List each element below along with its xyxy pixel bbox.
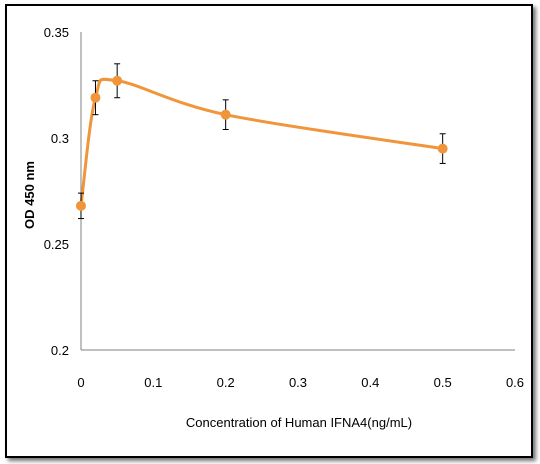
y-tick-label: 0.2 [51, 343, 69, 358]
x-tick-labels: 0 0.1 0.2 0.3 0.4 0.5 0.6 [77, 375, 524, 390]
axes [80, 32, 515, 351]
y-tick-label: 0.25 [44, 237, 69, 252]
x-tick-label: 0.3 [289, 375, 307, 390]
x-tick-label: 0.1 [144, 375, 162, 390]
data-point [90, 92, 101, 103]
data-point [76, 200, 86, 211]
data-point [220, 109, 231, 120]
x-tick-label: 0 [77, 375, 84, 390]
y-axis-title: OD 450 nm [22, 161, 37, 229]
x-tick-label: 0.2 [217, 375, 235, 390]
x-tick-label: 0.6 [506, 375, 524, 390]
x-axis-title: Concentration of Human IFNA4(ng/mL) [186, 415, 412, 430]
x-tick-label: 0.5 [434, 375, 452, 390]
series-line [79, 77, 445, 208]
data-point [112, 75, 123, 86]
chart-frame [5, 4, 533, 458]
y-tick-label: 0.35 [44, 25, 69, 40]
y-tick-labels: 0.2 0.25 0.3 0.35 [44, 25, 69, 358]
y-tick-label: 0.3 [51, 131, 69, 146]
data-points [76, 75, 448, 211]
data-point [437, 143, 448, 154]
x-tick-label: 0.4 [361, 375, 379, 390]
